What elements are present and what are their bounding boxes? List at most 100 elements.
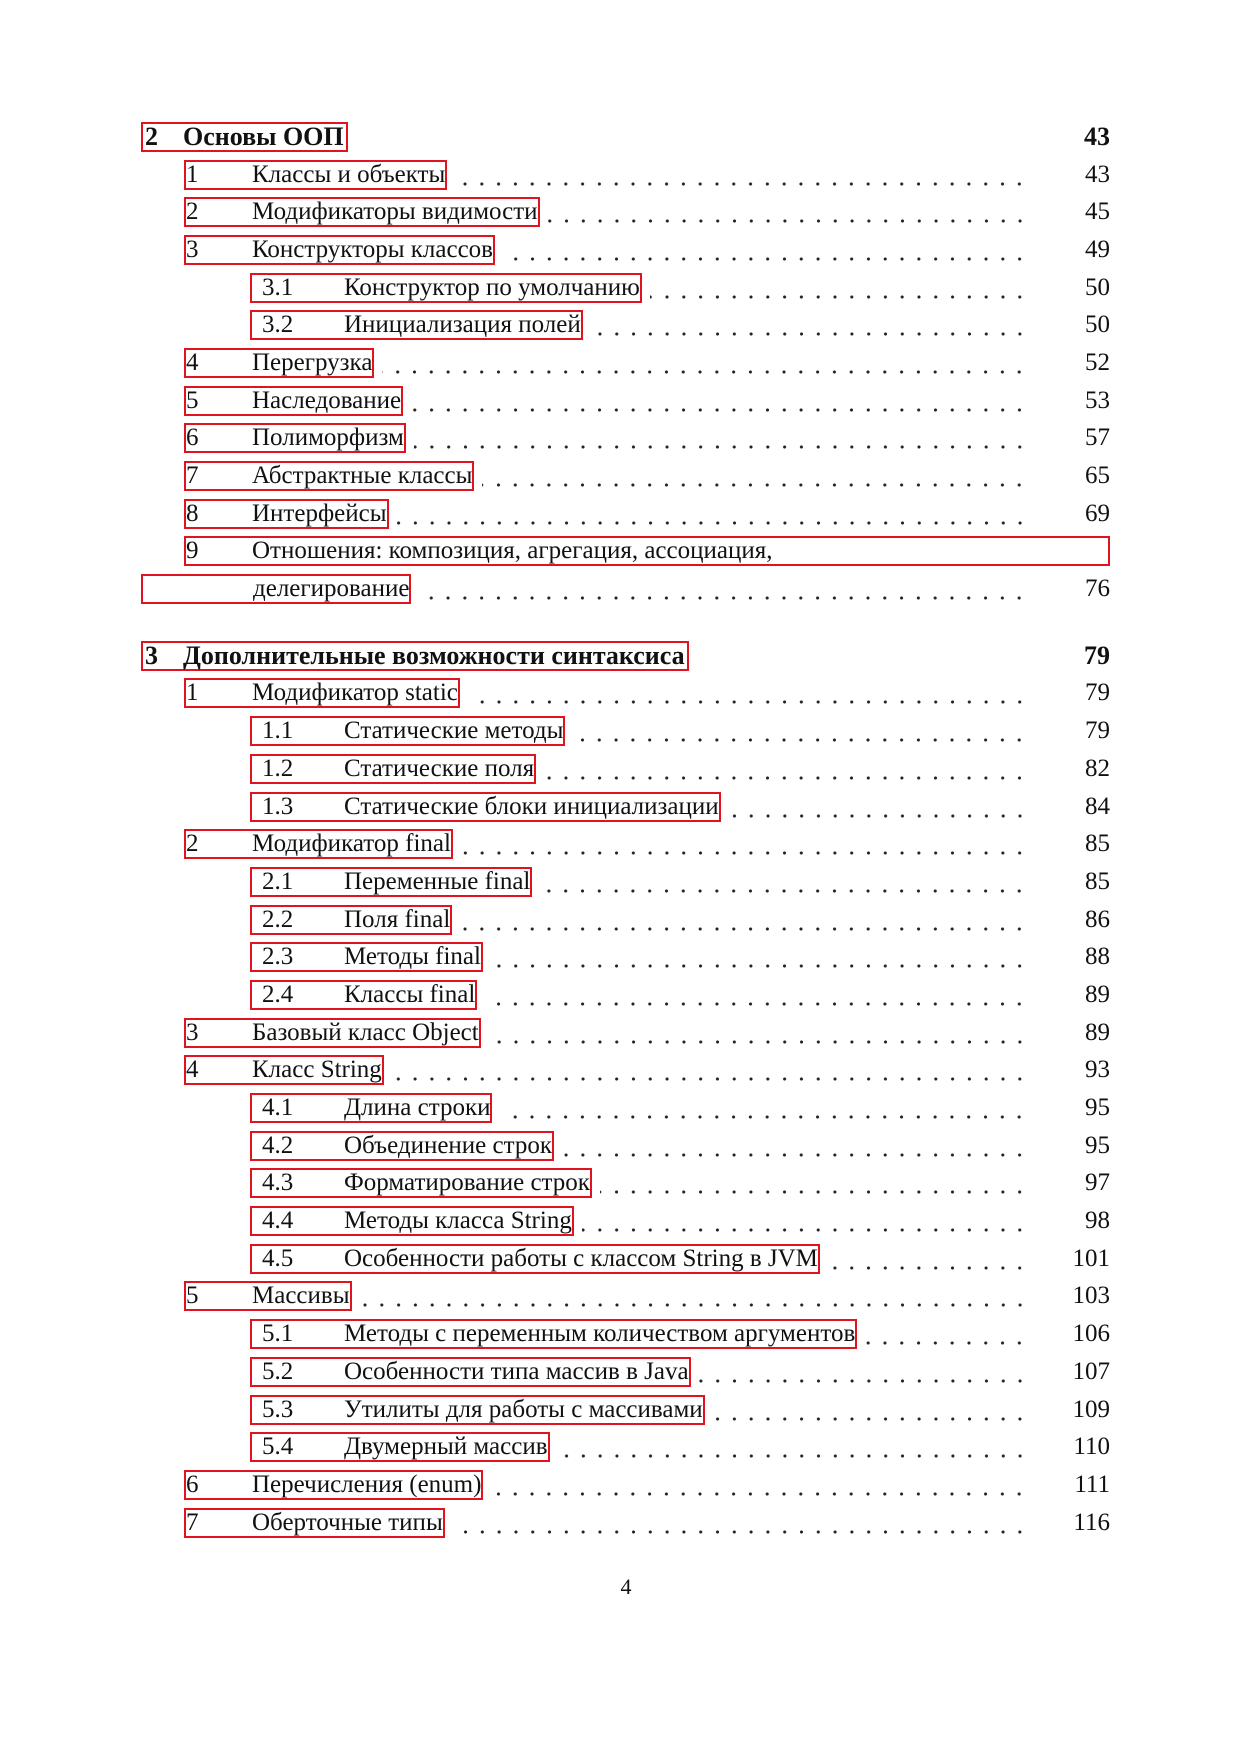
dot-leader: [485, 979, 1028, 1010]
toc-link[interactable]: 1 Классы и объекты: [184, 159, 448, 190]
entry-title: Дополнительные возможности синтаксиса: [183, 640, 685, 670]
entry-title: Базовый класс Object: [252, 1018, 479, 1046]
entry-number: 2: [145, 121, 158, 151]
entry-number: 4.3: [262, 1169, 294, 1197]
toc-link[interactable]: 1.2 Статические поля: [250, 753, 537, 784]
entry-page: 95: [1085, 1131, 1110, 1159]
table-of-contents: 2 Основы ООП 43 1 Классы и объекты 43 2 Модифик…: [141, 118, 1110, 1541]
entry-title: Форматирование строк: [344, 1169, 590, 1197]
entry-page: 109: [1072, 1395, 1111, 1423]
toc-link[interactable]: 3 Базовый класс Object: [184, 1017, 481, 1048]
entry-page: 116: [1073, 1508, 1110, 1536]
dot-leader: [581, 1206, 1028, 1237]
dot-leader: [359, 1281, 1028, 1312]
dot-leader: [467, 678, 1028, 709]
entry-title: Методы final: [344, 943, 481, 971]
entry-title: Конструктор по умолчанию: [344, 273, 640, 301]
toc-entry: 3 Базовый класс Object 89: [141, 1014, 1110, 1052]
toc-link[interactable]: 5 Массивы: [184, 1281, 352, 1312]
entry-title: Перечисления (enum): [252, 1470, 482, 1498]
toc-link[interactable]: 1.3 Статические блоки инициализации: [250, 791, 721, 822]
entry-page: 89: [1085, 980, 1110, 1008]
toc-entry: 5 Наследование 53: [141, 382, 1110, 420]
entry-page: 88: [1085, 943, 1110, 971]
entry-page: 50: [1085, 311, 1110, 339]
entry-title: Абстрактные классы: [252, 462, 473, 490]
toc-link[interactable]: 3.2 Инициализация полей: [250, 310, 583, 341]
toc-link[interactable]: 1.1 Статические методы: [250, 716, 566, 747]
toc-link[interactable]: 4 Перегрузка: [184, 347, 375, 378]
entry-number: 1.3: [262, 792, 294, 820]
entry-page: 89: [1085, 1018, 1110, 1046]
toc-link[interactable]: 2.4 Классы final: [250, 979, 478, 1010]
entry-page: 43: [1085, 160, 1110, 188]
entry-number: 5.2: [262, 1357, 294, 1385]
toc-link[interactable]: 2 Модификатор final: [184, 829, 453, 860]
entry-page: 97: [1085, 1169, 1110, 1197]
toc-link[interactable]: 3 Дополнительные возможности синтаксиса: [141, 640, 689, 671]
toc-link[interactable]: 3 Конструкторы классов: [184, 234, 495, 265]
entry-page: 98: [1085, 1207, 1110, 1235]
toc-entry: 2.1 Переменные final 85: [141, 863, 1110, 901]
toc-link[interactable]: 4.5 Особенности работы с классом String в…: [250, 1243, 820, 1274]
toc-link[interactable]: 7 Абстрактные классы: [184, 461, 475, 492]
entry-title: Оберточные типы: [252, 1508, 443, 1536]
toc-link[interactable]: 2 Модификаторы видимости: [184, 197, 540, 228]
entry-number: 3: [186, 1018, 199, 1046]
toc-entry: 2.3 Методы final 88: [141, 938, 1110, 976]
entry-title: Модификатор static: [252, 679, 458, 707]
entry-title: Методы класса String: [344, 1207, 572, 1235]
toc-entry: 7 Оберточные типы 116: [141, 1504, 1110, 1542]
toc-entry: 2 Модификатор final 85: [141, 825, 1110, 863]
toc-link[interactable]: 4.1 Длина строки: [250, 1093, 493, 1124]
entry-number: 2: [186, 830, 199, 858]
dot-leader: [452, 1507, 1028, 1538]
dot-leader: [482, 461, 1028, 492]
toc-link[interactable]: 2.3 Методы final: [250, 942, 483, 973]
toc-link[interactable]: 8 Интерфейсы: [184, 498, 389, 529]
toc-link[interactable]: делегирование: [141, 574, 412, 605]
toc-link[interactable]: 6 Перечисления (enum): [184, 1469, 484, 1500]
dot-leader: [490, 942, 1028, 973]
dot-leader: [712, 1394, 1028, 1425]
toc-link[interactable]: 7 Оберточные типы: [184, 1507, 445, 1538]
toc-link[interactable]: 3.1 Конструктор по умолчанию: [250, 272, 642, 303]
toc-link[interactable]: 2.2 Поля final: [250, 904, 453, 935]
toc-entry: 6 Полиморфизм 57: [141, 420, 1110, 458]
toc-link[interactable]: 4.4 Методы класса String: [250, 1206, 574, 1237]
toc-link[interactable]: 9 Отношения: композиция, агрегация, ассоц…: [184, 536, 1110, 567]
entry-number: 1: [186, 160, 199, 188]
entry-number: 2.1: [262, 867, 294, 895]
toc-entry: 5.2 Особенности типа массив в Java 107: [141, 1353, 1110, 1391]
entry-title: Переменные final: [344, 867, 531, 895]
toc-link[interactable]: 6 Полиморфизм: [184, 423, 406, 454]
entry-title: Массивы: [252, 1282, 350, 1310]
entry-title: Поля final: [344, 905, 451, 933]
toc-link[interactable]: 5.4 Двумерный массив: [250, 1432, 550, 1463]
toc-link[interactable]: 1 Модификатор static: [184, 678, 460, 709]
entry-page: 50: [1085, 273, 1110, 301]
entry-number: 1: [186, 679, 199, 707]
toc-link[interactable]: 5.3 Утилиты для работы с массивами: [250, 1394, 705, 1425]
toc-link[interactable]: 5 Наследование: [184, 385, 404, 416]
entry-number: 3: [186, 235, 199, 263]
toc-entry: 2.2 Поля final 86: [141, 901, 1110, 939]
toc-entry: 6 Перечисления (enum) 111: [141, 1466, 1110, 1504]
entry-number: 2.4: [262, 980, 294, 1008]
toc-entry: 2 Модификаторы видимости 45: [141, 193, 1110, 231]
dot-leader: [391, 1055, 1028, 1086]
entry-title: Классы и объекты: [252, 160, 446, 188]
toc-entry: 1.3 Статические блоки инициализации 84: [141, 788, 1110, 826]
entry-number: 3.1: [262, 273, 294, 301]
toc-link[interactable]: 2 Основы ООП: [141, 121, 348, 152]
toc-link[interactable]: 4.2 Объединение строк: [250, 1130, 554, 1161]
dot-leader: [540, 866, 1028, 897]
entry-number: 3: [145, 640, 158, 670]
toc-link[interactable]: 4 Класс String: [184, 1055, 384, 1086]
toc-link[interactable]: 5.2 Особенности типа массив в Java: [250, 1356, 691, 1387]
toc-chapter-entry: 3 Дополнительные возможности синтаксиса 79: [141, 637, 1110, 675]
entry-number: 4.2: [262, 1131, 294, 1159]
toc-link[interactable]: 5.1 Методы с переменным количеством аргум…: [250, 1319, 858, 1350]
toc-link[interactable]: 4.3 Форматирование строк: [250, 1168, 592, 1199]
toc-link[interactable]: 2.1 Переменные final: [250, 866, 533, 897]
